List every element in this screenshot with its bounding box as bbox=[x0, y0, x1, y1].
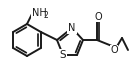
Text: N: N bbox=[68, 23, 76, 33]
Text: O: O bbox=[110, 45, 118, 55]
Text: S: S bbox=[60, 50, 66, 60]
Text: O: O bbox=[94, 12, 102, 22]
Text: 2: 2 bbox=[43, 11, 48, 20]
Text: NH: NH bbox=[32, 8, 46, 18]
